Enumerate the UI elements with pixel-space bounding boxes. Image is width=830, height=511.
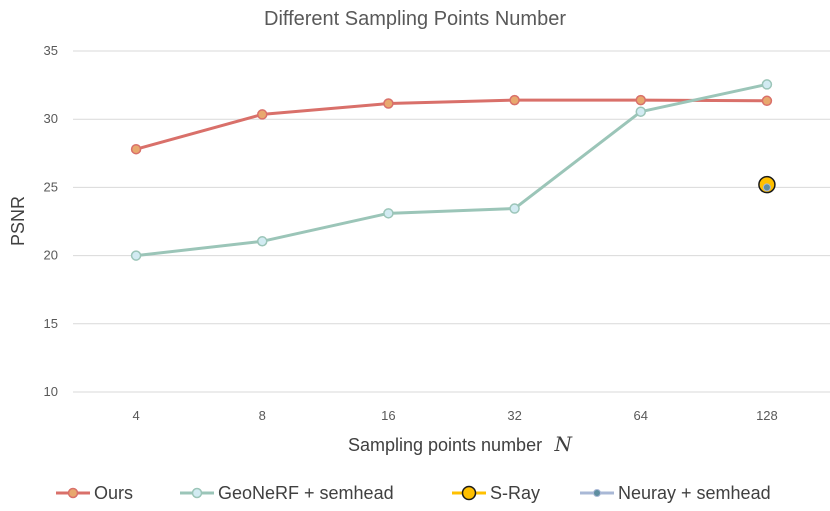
data-point [130, 250, 142, 261]
series-line [135, 82, 768, 258]
y-tick-label: 30 [44, 111, 58, 126]
data-point [761, 79, 773, 90]
x-ticks: 4 8 16 32 64 128 [132, 408, 777, 423]
data-point [761, 95, 773, 107]
y-tick-label: 15 [44, 316, 58, 331]
legend-marker [593, 489, 601, 497]
chart-title: Different Sampling Points Number [264, 8, 566, 30]
series-geonerf-semhead [130, 79, 773, 261]
x-tick-label: 16 [381, 408, 395, 423]
data-point [383, 208, 394, 219]
legend-label: Ours [94, 483, 133, 503]
y-tick-label: 35 [44, 43, 58, 58]
x-tick-label: 32 [507, 408, 521, 423]
data-point [509, 203, 520, 214]
data-point [130, 143, 142, 155]
series-layer [130, 79, 776, 261]
legend-marker [191, 487, 203, 499]
x-axis-label-group: Sampling points number N [348, 432, 574, 456]
y-tick-label: 10 [44, 384, 58, 399]
series-line [135, 98, 767, 151]
grid [73, 50, 830, 393]
series-neuray-semhead [762, 183, 771, 192]
legend-item: S-Ray [452, 483, 540, 503]
x-tick-label: 8 [259, 408, 266, 423]
data-point [257, 236, 268, 247]
x-axis-symbol: N [554, 432, 574, 456]
series-ours [130, 94, 773, 155]
data-point [635, 94, 646, 106]
data-point [383, 98, 394, 109]
legend-label: GeoNeRF + semhead [218, 483, 394, 503]
legend-item: GeoNeRF + semhead [180, 483, 394, 503]
x-axis-label: Sampling points number [348, 435, 542, 455]
legend-marker [461, 485, 477, 501]
legend-marker [67, 487, 79, 499]
y-tick-label: 20 [44, 248, 58, 263]
legend-label: Neuray + semhead [618, 483, 771, 503]
legend-item: Neuray + semhead [580, 483, 771, 503]
y-tick-label: 25 [44, 179, 58, 194]
legend-label: S-Ray [490, 483, 540, 503]
legend: Ours GeoNeRF + semhead S-Ray Neuray + semhe… [56, 483, 771, 503]
y-axis-label: PSNR [8, 196, 28, 246]
data-point [509, 94, 520, 106]
x-tick-label: 128 [756, 408, 778, 423]
data-point [762, 183, 771, 192]
data-point [257, 109, 268, 120]
legend-item: Ours [56, 483, 133, 503]
x-tick-label: 64 [634, 408, 648, 423]
y-ticks: 10 15 20 25 30 35 [44, 43, 58, 399]
x-tick-label: 4 [132, 408, 139, 423]
data-point [635, 106, 646, 117]
